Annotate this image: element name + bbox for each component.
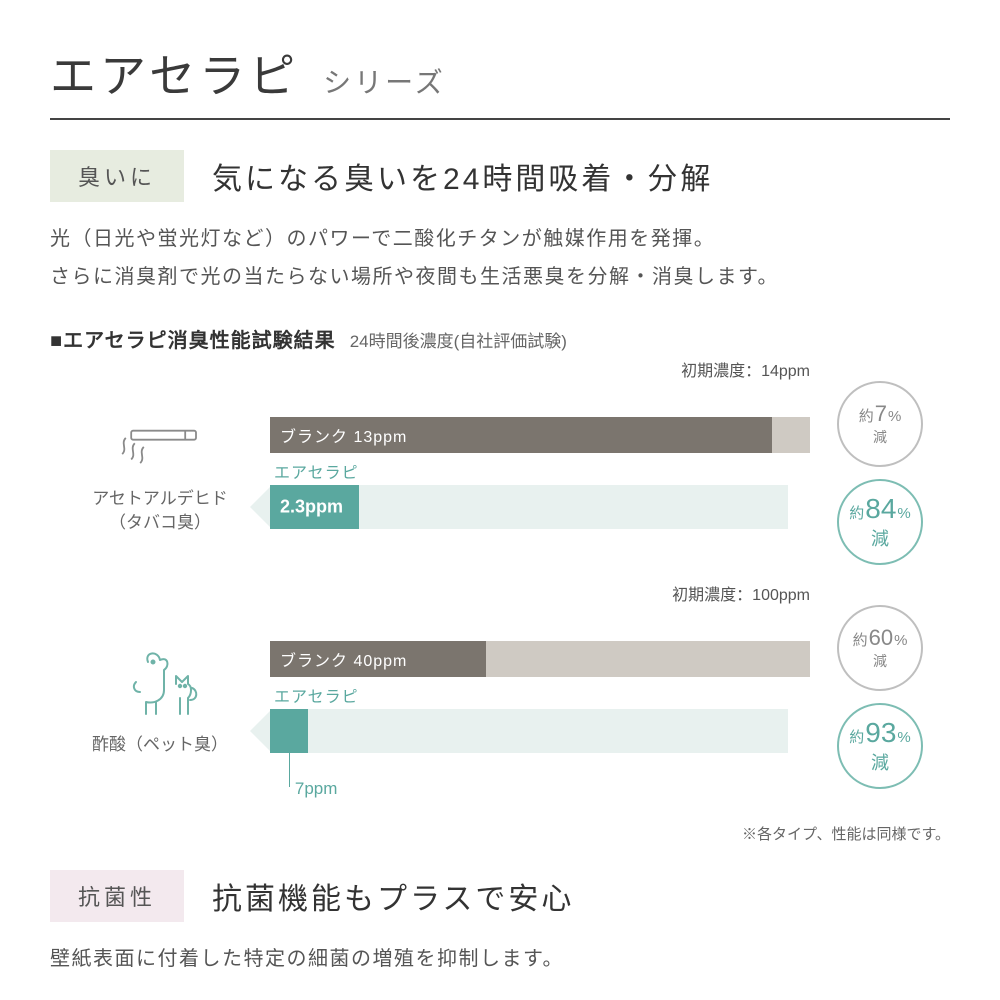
tag-antibacterial: 抗菌性 (50, 870, 184, 922)
chart-title: ■エアセラピ消臭性能試験結果 (50, 324, 336, 353)
initial-concentration-label: 初期濃度：100ppm (672, 581, 810, 605)
section-antibac-header: 抗菌性 抗菌機能もプラスで安心 (50, 870, 950, 922)
section-odor-body: 光（日光や蛍光灯など）のパワーで二酸化チタンが触媒作用を発揮。 さらに消臭剤で光… (50, 220, 950, 296)
pet-icon (110, 637, 210, 727)
bars-acetic: ブランク 40ppm エアセラピ 7ppm (270, 641, 810, 753)
icon-label-line1: アセトアルデヒド (92, 489, 228, 508)
badge-bottom: 減 (871, 525, 889, 551)
body-line-2: さらに消臭剤で光の当たらない場所や夜間も生活悪臭を分解・消臭します。 (50, 266, 779, 288)
product-ppm-value: 2.3ppm (280, 497, 343, 518)
page-title: エアセラピ (50, 40, 299, 106)
badge-suffix: % (894, 632, 907, 649)
chart-group-acetaldehyde: 初期濃度：14ppm アセトアルデヒド （タバコ臭） (50, 381, 950, 565)
badges-acetaldehyde: 約 7 % 減 約 84 % 減 (810, 381, 950, 565)
badge-bottom: 減 (871, 749, 889, 775)
cigarette-icon (115, 411, 205, 481)
chart-header: ■エアセラピ消臭性能試験結果 24時間後濃度(自社評価試験) (50, 324, 950, 353)
icon-label-acetaldehyde: アセトアルデヒド （タバコ臭） (92, 487, 228, 535)
badge-value: 7 (875, 401, 887, 427)
tag-odor: 臭いに (50, 150, 184, 202)
icon-label-acetic: 酢酸（ペット臭） (92, 733, 228, 757)
chart-footnote: ※各タイプ、性能は同様です。 (50, 823, 950, 844)
badge-prefix: 約 (849, 502, 864, 523)
section-antibac-heading: 抗菌機能もプラスで安心 (212, 874, 574, 918)
badge-bottom: 減 (873, 651, 887, 671)
section-odor-heading: 気になる臭いを24時間吸着・分解 (212, 154, 713, 198)
chart-subtitle: 24時間後濃度(自社評価試験) (350, 327, 567, 352)
badges-acetic: 約 60 % 減 約 93 % 減 (810, 605, 950, 789)
badge-bottom: 減 (873, 427, 887, 447)
chart-area: 初期濃度：14ppm アセトアルデヒド （タバコ臭） (50, 381, 950, 789)
badge-suffix: % (897, 729, 910, 746)
section-antibac-body: 壁紙表面に付着した特定の細菌の増殖を抑制します。 (50, 940, 950, 978)
body-line-1: 光（日光や蛍光灯など）のパワーで二酸化チタンが触媒作用を発揮。 (50, 228, 715, 250)
badge-value: 84 (865, 493, 896, 525)
badge-prefix: 約 (859, 405, 874, 426)
blank-bar: ブランク 40ppm (270, 641, 810, 677)
icon-label-line2: （タバコ臭） (109, 513, 211, 532)
page-header: エアセラピ シリーズ (50, 40, 950, 120)
product-arrow-bar: 7ppm (270, 709, 810, 753)
blank-bar-label: ブランク 13ppm (280, 423, 407, 447)
blank-bar-label: ブランク 40ppm (280, 647, 407, 671)
chart-group-acetic: 初期濃度：100ppm 酢酸（ペット臭） (50, 605, 950, 789)
product-name-label: エアセラピ (274, 459, 810, 483)
reduction-badge-product: 約 84 % 減 (837, 479, 923, 565)
blank-bar: ブランク 13ppm (270, 417, 810, 453)
badge-suffix: % (888, 408, 901, 425)
badge-value: 60 (869, 625, 893, 651)
page-subtitle: シリーズ (323, 61, 446, 101)
icon-cell-pet: 酢酸（ペット臭） (50, 637, 270, 757)
bars-acetaldehyde: ブランク 13ppm エアセラピ 2.3ppm (270, 417, 810, 529)
badge-value: 93 (865, 717, 896, 749)
reduction-badge-product: 約 93 % 減 (837, 703, 923, 789)
badge-suffix: % (897, 505, 910, 522)
icon-label-line1: 酢酸（ペット臭） (92, 735, 228, 754)
initial-concentration-label: 初期濃度：14ppm (681, 357, 810, 381)
product-ppm-value: 7ppm (295, 779, 338, 799)
product-name-label: エアセラピ (274, 683, 810, 707)
icon-cell-cigarette: アセトアルデヒド （タバコ臭） (50, 411, 270, 535)
badge-prefix: 約 (853, 629, 868, 650)
badge-prefix: 約 (849, 726, 864, 747)
reduction-badge-blank: 約 7 % 減 (837, 381, 923, 467)
product-arrow-bar: 2.3ppm (270, 485, 810, 529)
reduction-badge-blank: 約 60 % 減 (837, 605, 923, 691)
section-odor-header: 臭いに 気になる臭いを24時間吸着・分解 (50, 150, 950, 202)
